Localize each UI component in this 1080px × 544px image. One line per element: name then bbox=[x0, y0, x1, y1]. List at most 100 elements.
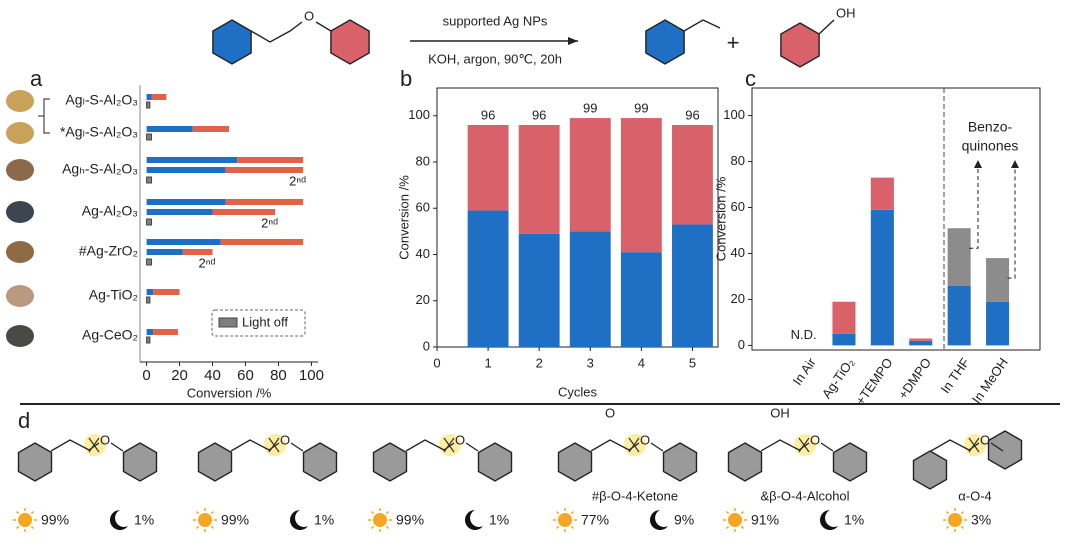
sun-ray bbox=[570, 525, 575, 530]
sample-photo bbox=[6, 159, 34, 181]
scheme-o: O bbox=[304, 8, 314, 23]
bar-segment bbox=[225, 199, 304, 205]
bar-segment bbox=[986, 301, 1010, 346]
x-tick-label: 5 bbox=[689, 355, 696, 370]
linker bbox=[50, 439, 124, 452]
bar-segment bbox=[146, 209, 213, 215]
sun-ray bbox=[945, 525, 950, 530]
bar-segment bbox=[620, 118, 662, 253]
bar-segment bbox=[870, 209, 894, 346]
sun-ray bbox=[960, 510, 965, 515]
sun-ray bbox=[195, 525, 200, 530]
y-tick-label: 20 bbox=[731, 291, 745, 306]
category-label: In MeOH bbox=[969, 355, 1011, 406]
ring bbox=[832, 442, 868, 482]
atom-label: O bbox=[280, 432, 290, 447]
category-label: In Air bbox=[790, 355, 820, 388]
sun-icon bbox=[948, 513, 962, 527]
bar-segment bbox=[146, 329, 154, 335]
sample-photo bbox=[6, 90, 34, 112]
y-tick-label: 100 bbox=[723, 107, 745, 122]
sun-ray bbox=[725, 525, 730, 530]
moon-icon bbox=[465, 510, 483, 530]
category-label: +DMPO bbox=[895, 355, 934, 402]
dark-value: 1% bbox=[314, 512, 334, 528]
second-run-label: 2ⁿᵈ bbox=[289, 173, 306, 188]
scissors bbox=[968, 437, 980, 453]
sun-ray bbox=[570, 510, 575, 515]
category-label: +TEMPO bbox=[853, 355, 896, 408]
bar-segment bbox=[832, 301, 856, 334]
x-tick-label: 0 bbox=[433, 355, 440, 370]
ring bbox=[212, 19, 252, 65]
atom-label: OH bbox=[770, 405, 790, 420]
bar-segment bbox=[182, 249, 213, 255]
dashed-arrow bbox=[969, 165, 979, 249]
scheme-conditions: KOH, argon, 90℃, 20h bbox=[428, 51, 562, 66]
category-label: Agₕ-S-Al₂O₃ bbox=[62, 161, 138, 177]
linker bbox=[590, 439, 664, 452]
ring bbox=[912, 450, 948, 490]
category-label: In THF bbox=[938, 355, 973, 396]
sun-ray bbox=[385, 510, 390, 515]
sun-icon bbox=[198, 513, 212, 527]
linker bbox=[760, 439, 834, 452]
chain bbox=[250, 21, 332, 43]
bar-segment bbox=[909, 340, 933, 346]
sample-photo bbox=[6, 201, 34, 223]
sample-photo bbox=[6, 285, 34, 307]
bar-segment bbox=[146, 167, 226, 173]
bar-segment bbox=[146, 289, 154, 295]
x-tick-label: 80 bbox=[270, 367, 287, 384]
y-tick-label: 40 bbox=[416, 246, 430, 261]
x-axis-label: Cycles bbox=[558, 384, 598, 399]
sun-ray bbox=[30, 525, 35, 530]
legend-swatch bbox=[218, 317, 238, 328]
ring bbox=[727, 442, 763, 482]
sample-photo bbox=[6, 241, 34, 263]
ring bbox=[330, 19, 370, 65]
bar-segment bbox=[146, 133, 153, 141]
legend-label: Light off bbox=[242, 314, 288, 329]
scissors bbox=[798, 437, 810, 453]
total-label: 96 bbox=[532, 107, 546, 122]
panel-letter: b bbox=[400, 66, 412, 91]
frame bbox=[751, 87, 1041, 351]
sun-ray bbox=[945, 510, 950, 515]
x-tick-label: 20 bbox=[171, 367, 188, 384]
bar-segment bbox=[146, 199, 226, 205]
bar-segment bbox=[832, 333, 856, 346]
dark-value: 1% bbox=[489, 512, 509, 528]
light-value: 77% bbox=[581, 512, 609, 528]
ring bbox=[987, 430, 1023, 470]
dark-value: 9% bbox=[674, 512, 694, 528]
bar-segment bbox=[146, 296, 151, 304]
category-label: Ag-TiO₂ bbox=[89, 287, 138, 303]
linker bbox=[405, 439, 479, 452]
y-tick-label: 80 bbox=[731, 153, 745, 168]
dashed-arrow bbox=[1007, 165, 1016, 279]
bar-segment bbox=[146, 218, 153, 226]
total-label: 96 bbox=[685, 107, 699, 122]
x-tick-label: 100 bbox=[299, 367, 324, 384]
linker bbox=[230, 439, 304, 452]
dark-value: 1% bbox=[134, 512, 154, 528]
item-label: α-O-4 bbox=[958, 488, 992, 503]
sun-ray bbox=[960, 525, 965, 530]
bar-segment bbox=[146, 249, 183, 255]
y-tick-label: 40 bbox=[731, 245, 745, 260]
x-tick-label: 2 bbox=[536, 355, 543, 370]
bracket bbox=[38, 98, 50, 134]
bar-segment bbox=[220, 239, 304, 245]
bar-segment bbox=[146, 239, 221, 245]
atom-label: O bbox=[810, 432, 820, 447]
ring bbox=[662, 442, 698, 482]
bar-segment bbox=[947, 228, 971, 286]
bar-segment bbox=[569, 118, 611, 232]
panel-letter: a bbox=[30, 66, 43, 91]
sun-ray bbox=[15, 510, 20, 515]
scissors bbox=[88, 437, 100, 453]
y-tick-label: 0 bbox=[738, 337, 745, 352]
bar-segment bbox=[225, 167, 304, 173]
